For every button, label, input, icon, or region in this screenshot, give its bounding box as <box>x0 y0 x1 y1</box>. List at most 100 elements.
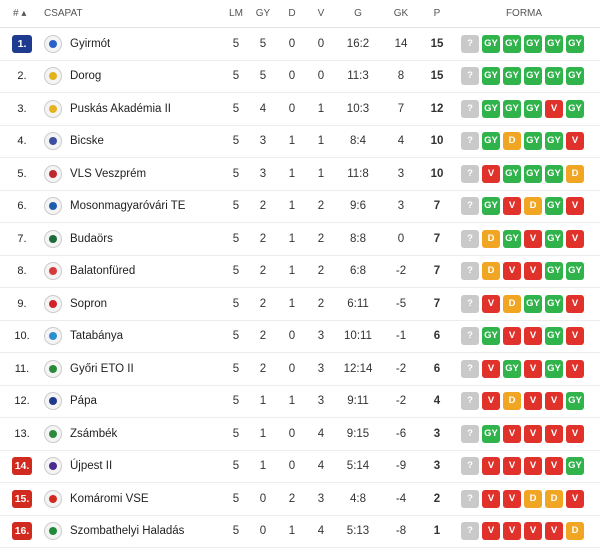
team-logo-icon[interactable] <box>44 35 62 53</box>
form-result-badge[interactable]: GY <box>545 360 563 378</box>
form-result-badge[interactable]: GY <box>566 35 584 53</box>
team-column-header[interactable]: CSAPAT <box>44 8 83 19</box>
points-column-header[interactable]: P <box>429 8 445 19</box>
form-result-badge[interactable]: D <box>503 132 521 150</box>
team-name-link[interactable]: Tatabánya <box>70 330 123 342</box>
form-result-badge[interactable]: GY <box>566 262 584 280</box>
upcoming-match-badge[interactable]: ? <box>461 262 479 280</box>
upcoming-match-badge[interactable]: ? <box>461 165 479 183</box>
form-result-badge[interactable]: V <box>566 490 584 508</box>
form-result-badge[interactable]: V <box>545 392 563 410</box>
upcoming-match-badge[interactable]: ? <box>461 35 479 53</box>
team-name-link[interactable]: Szombathelyi Haladás <box>70 525 184 537</box>
form-result-badge[interactable]: V <box>545 100 563 118</box>
team-name-link[interactable]: Dorog <box>70 70 101 82</box>
form-result-badge[interactable]: V <box>545 457 563 475</box>
form-result-badge[interactable]: V <box>566 197 584 215</box>
form-result-badge[interactable]: GY <box>503 360 521 378</box>
team-name-link[interactable]: Sopron <box>70 298 107 310</box>
form-result-badge[interactable]: GY <box>482 35 500 53</box>
team-name-link[interactable]: Gyirmót <box>70 38 110 50</box>
form-result-badge[interactable]: GY <box>524 100 542 118</box>
form-result-badge[interactable]: GY <box>545 165 563 183</box>
team-logo-icon[interactable] <box>44 100 62 118</box>
form-result-badge[interactable]: V <box>482 392 500 410</box>
form-result-badge[interactable]: V <box>503 425 521 443</box>
team-logo-icon[interactable] <box>44 295 62 313</box>
form-result-badge[interactable]: GY <box>503 100 521 118</box>
upcoming-match-badge[interactable]: ? <box>461 67 479 85</box>
team-logo-icon[interactable] <box>44 490 62 508</box>
form-result-badge[interactable]: GY <box>524 35 542 53</box>
form-result-badge[interactable]: GY <box>545 67 563 85</box>
form-result-badge[interactable]: V <box>503 522 521 540</box>
form-result-badge[interactable]: GY <box>482 425 500 443</box>
form-result-badge[interactable]: V <box>524 425 542 443</box>
upcoming-match-badge[interactable]: ? <box>461 392 479 410</box>
goals-column-header[interactable]: G <box>346 8 370 19</box>
form-result-badge[interactable]: V <box>524 457 542 475</box>
form-result-badge[interactable]: GY <box>482 197 500 215</box>
form-result-badge[interactable]: GY <box>545 262 563 280</box>
upcoming-match-badge[interactable]: ? <box>461 132 479 150</box>
team-name-link[interactable]: Zsámbék <box>70 428 117 440</box>
team-name-link[interactable]: Pápa <box>70 395 97 407</box>
form-result-badge[interactable]: V <box>482 522 500 540</box>
form-result-badge[interactable]: V <box>524 327 542 345</box>
form-result-badge[interactable]: GY <box>482 132 500 150</box>
form-result-badge[interactable]: V <box>545 522 563 540</box>
upcoming-match-badge[interactable]: ? <box>461 522 479 540</box>
form-result-badge[interactable]: V <box>566 360 584 378</box>
team-logo-icon[interactable] <box>44 425 62 443</box>
upcoming-match-badge[interactable]: ? <box>461 360 479 378</box>
upcoming-match-badge[interactable]: ? <box>461 197 479 215</box>
form-result-badge[interactable]: GY <box>482 67 500 85</box>
team-name-link[interactable]: Bicske <box>70 135 104 147</box>
form-result-badge[interactable]: V <box>482 457 500 475</box>
form-result-badge[interactable]: D <box>503 295 521 313</box>
form-result-badge[interactable]: D <box>545 490 563 508</box>
form-result-badge[interactable]: V <box>524 262 542 280</box>
form-result-badge[interactable]: D <box>482 230 500 248</box>
team-name-link[interactable]: Újpest II <box>70 460 112 472</box>
form-result-badge[interactable]: GY <box>545 230 563 248</box>
team-logo-icon[interactable] <box>44 360 62 378</box>
form-result-badge[interactable]: V <box>482 295 500 313</box>
team-name-link[interactable]: Puskás Akadémia II <box>70 103 171 115</box>
team-name-link[interactable]: VLS Veszprém <box>70 168 146 180</box>
team-name-link[interactable]: Balatonfüred <box>70 265 135 277</box>
form-result-badge[interactable]: GY <box>545 132 563 150</box>
losses-column-header[interactable]: V <box>314 8 328 19</box>
form-result-badge[interactable]: D <box>524 490 542 508</box>
form-result-badge[interactable]: V <box>482 165 500 183</box>
team-name-link[interactable]: Budaörs <box>70 233 113 245</box>
form-result-badge[interactable]: V <box>524 230 542 248</box>
form-result-badge[interactable]: D <box>566 522 584 540</box>
form-result-badge[interactable]: GY <box>482 327 500 345</box>
upcoming-match-badge[interactable]: ? <box>461 230 479 248</box>
form-result-badge[interactable]: V <box>482 360 500 378</box>
form-result-badge[interactable]: GY <box>524 295 542 313</box>
form-result-badge[interactable]: GY <box>503 165 521 183</box>
form-result-badge[interactable]: V <box>524 360 542 378</box>
form-result-badge[interactable]: V <box>503 490 521 508</box>
team-logo-icon[interactable] <box>44 67 62 85</box>
team-logo-icon[interactable] <box>44 522 62 540</box>
rank-column-header[interactable]: # ▴ <box>13 8 26 19</box>
form-result-badge[interactable]: GY <box>524 132 542 150</box>
form-result-badge[interactable]: V <box>566 230 584 248</box>
upcoming-match-badge[interactable]: ? <box>461 490 479 508</box>
